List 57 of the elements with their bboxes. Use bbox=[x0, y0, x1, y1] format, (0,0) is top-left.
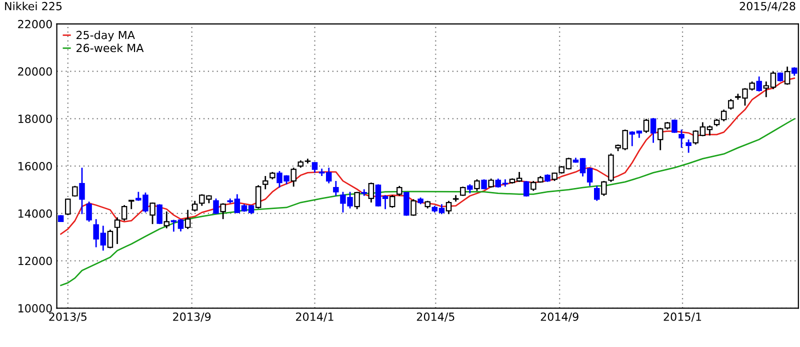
y-tick-label: 20000 bbox=[18, 67, 52, 76]
chart-title: Nikkei 225 bbox=[5, 2, 62, 10]
candlestick bbox=[474, 178, 480, 192]
x-tick-label: 2013/9 bbox=[173, 312, 211, 322]
candlestick bbox=[220, 202, 226, 220]
candlestick bbox=[389, 194, 396, 208]
candlestick bbox=[594, 185, 600, 202]
x-tick-label: 2014/9 bbox=[540, 312, 578, 322]
candlestick bbox=[657, 127, 664, 151]
legend-label: 26-week MA bbox=[76, 44, 144, 52]
candlestick bbox=[720, 108, 727, 122]
candlestick bbox=[523, 180, 530, 198]
candlestick bbox=[460, 186, 466, 197]
x-tick-label: 2013/5 bbox=[49, 312, 86, 322]
y-tick-label: 16000 bbox=[18, 162, 52, 170]
candlestick bbox=[368, 182, 374, 204]
y-tick-label: 18000 bbox=[18, 114, 52, 124]
candlestick bbox=[156, 203, 162, 225]
candlestick bbox=[404, 191, 410, 216]
candlestick bbox=[121, 204, 128, 222]
chart-subtitle: 2015/4/28 bbox=[740, 2, 796, 12]
candlestick bbox=[643, 118, 650, 134]
candlestick bbox=[650, 117, 656, 144]
candlestick bbox=[150, 202, 156, 225]
candlestick bbox=[601, 180, 607, 197]
candlestick bbox=[672, 118, 678, 134]
x-tick-label: 2015/1 bbox=[664, 312, 702, 322]
candlestick bbox=[728, 98, 734, 110]
y-tick-label: 10000 bbox=[18, 304, 52, 313]
candlestick bbox=[396, 185, 402, 197]
y-tick-label: 22000 bbox=[18, 20, 52, 28]
candlestick bbox=[213, 198, 219, 215]
candlestick bbox=[184, 209, 191, 230]
candlestick bbox=[114, 216, 120, 245]
candlestick bbox=[290, 167, 296, 188]
candlestick bbox=[333, 180, 339, 197]
candlestick bbox=[255, 184, 262, 210]
x-tick-label: 2014/5 bbox=[416, 312, 454, 322]
candlestick bbox=[686, 138, 692, 154]
candlestick bbox=[79, 167, 85, 215]
candlestick bbox=[446, 200, 452, 215]
candlestick bbox=[312, 161, 318, 174]
candlestick bbox=[164, 210, 170, 230]
candlestick bbox=[784, 66, 790, 86]
candlestick bbox=[354, 191, 360, 210]
y-tick-label: 12000 bbox=[18, 256, 52, 266]
legend-label: 25-day MA bbox=[76, 30, 135, 42]
x-tick-label: 2014/1 bbox=[296, 312, 334, 322]
candlestick bbox=[86, 200, 92, 222]
candlestick bbox=[410, 198, 416, 216]
line-series bbox=[60, 118, 796, 286]
candlestick bbox=[65, 198, 71, 216]
y-tick-label: 14000 bbox=[18, 209, 52, 218]
candlestick bbox=[756, 76, 762, 92]
candlestick bbox=[107, 229, 114, 249]
candlestick bbox=[678, 128, 684, 148]
candlestick bbox=[262, 175, 268, 190]
